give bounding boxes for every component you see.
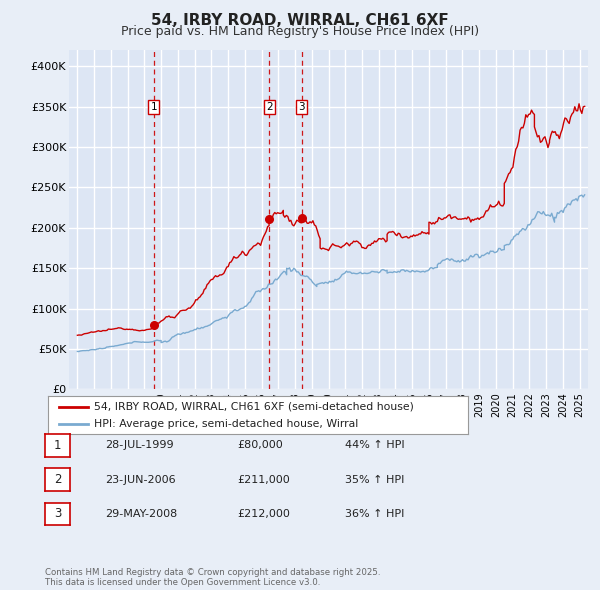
Text: 3: 3 [54,507,61,520]
Text: 23-JUN-2006: 23-JUN-2006 [105,475,176,484]
Text: HPI: Average price, semi-detached house, Wirral: HPI: Average price, semi-detached house,… [94,419,358,428]
Text: 44% ↑ HPI: 44% ↑ HPI [345,441,404,450]
Text: Contains HM Land Registry data © Crown copyright and database right 2025.
This d: Contains HM Land Registry data © Crown c… [45,568,380,587]
Text: 54, IRBY ROAD, WIRRAL, CH61 6XF (semi-detached house): 54, IRBY ROAD, WIRRAL, CH61 6XF (semi-de… [94,402,414,411]
Text: 54, IRBY ROAD, WIRRAL, CH61 6XF: 54, IRBY ROAD, WIRRAL, CH61 6XF [151,13,449,28]
Text: 2: 2 [266,101,273,112]
Text: £80,000: £80,000 [237,441,283,450]
Text: 29-MAY-2008: 29-MAY-2008 [105,509,177,519]
Text: 35% ↑ HPI: 35% ↑ HPI [345,475,404,484]
Text: Price paid vs. HM Land Registry's House Price Index (HPI): Price paid vs. HM Land Registry's House … [121,25,479,38]
Text: 36% ↑ HPI: 36% ↑ HPI [345,509,404,519]
Text: 28-JUL-1999: 28-JUL-1999 [105,441,173,450]
Text: 1: 1 [54,439,61,452]
Text: 3: 3 [299,101,305,112]
Text: 1: 1 [151,101,157,112]
Text: £211,000: £211,000 [237,475,290,484]
Text: 2: 2 [54,473,61,486]
Text: £212,000: £212,000 [237,509,290,519]
